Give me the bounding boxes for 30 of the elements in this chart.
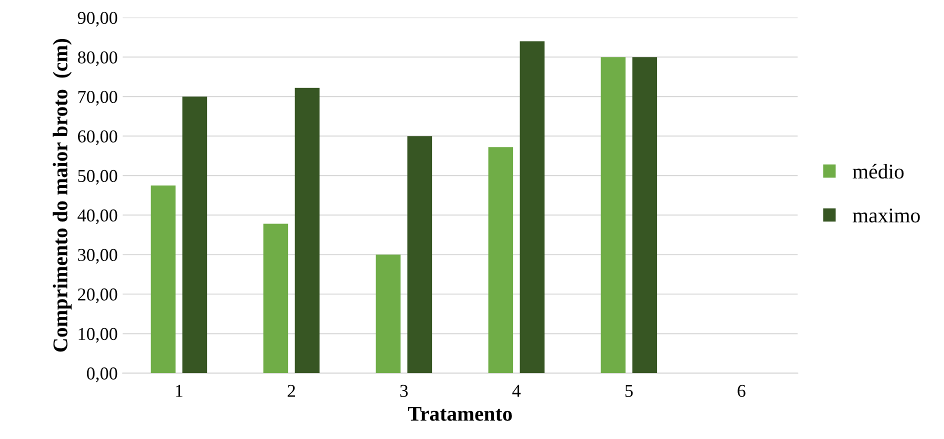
x-tick-label: 6: [738, 384, 746, 397]
bar: [520, 41, 545, 374]
bar: [263, 224, 288, 374]
y-tick-label: 90,00: [78, 12, 118, 27]
x-axis-title: Tratamento: [408, 407, 512, 421]
x-tick-label: 5: [625, 384, 633, 397]
y-tick-label: 30,00: [78, 248, 118, 264]
y-tick-label: 0,00: [86, 367, 118, 382]
y-tick-label: 60,00: [78, 130, 118, 146]
bar: [376, 254, 401, 374]
x-tick-label: 2: [288, 384, 295, 397]
x-tick-label: 1: [176, 384, 182, 397]
bar: [632, 57, 658, 374]
x-tick-label: 3: [400, 384, 408, 397]
y-tick-label: 10,00: [78, 328, 118, 343]
bar: [150, 185, 176, 374]
legend-label: maximo: [852, 208, 920, 223]
y-tick-label: 70,00: [78, 90, 118, 106]
x-tick-label: 4: [512, 384, 521, 397]
y-axis-title: Comprimento do maior broto (cm): [52, 38, 72, 352]
bar: [600, 57, 626, 374]
y-tick-label: 80,00: [78, 51, 118, 66]
bar: [294, 88, 320, 374]
bar: [182, 96, 208, 374]
y-tick-label: 20,00: [78, 288, 118, 304]
bar: [488, 147, 514, 374]
y-tick-label: 40,00: [78, 209, 118, 224]
y-tick-label: 50,00: [78, 170, 118, 185]
legend-label: médio: [852, 164, 904, 179]
bar: [407, 136, 432, 374]
